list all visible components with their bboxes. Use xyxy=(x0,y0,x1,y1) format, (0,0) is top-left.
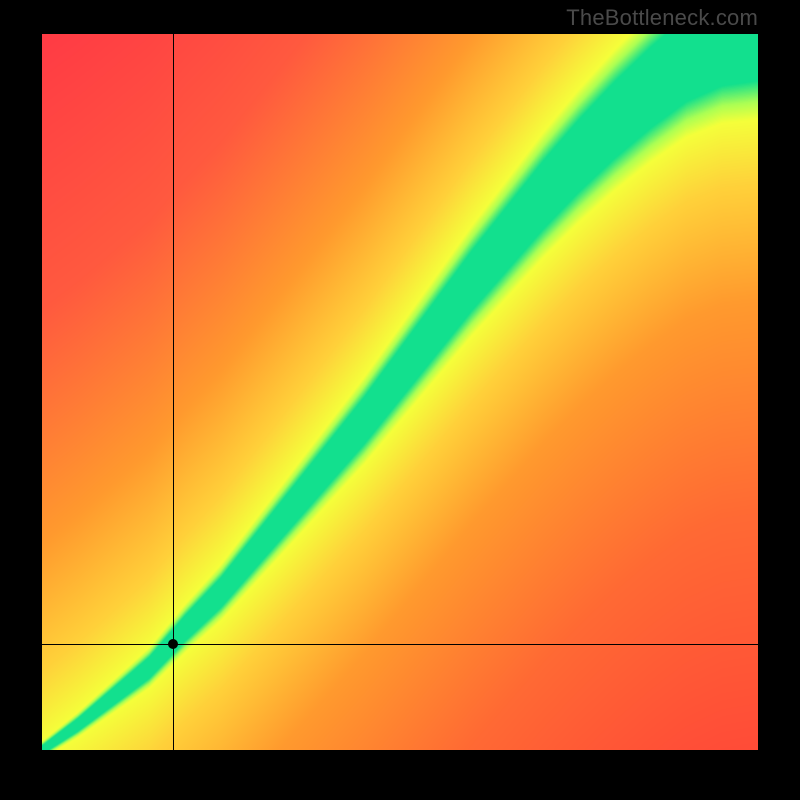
crosshair-horizontal xyxy=(42,644,758,645)
heatmap-chart xyxy=(42,34,758,750)
crosshair-marker xyxy=(168,639,178,649)
watermark-text: TheBottleneck.com xyxy=(566,5,758,31)
